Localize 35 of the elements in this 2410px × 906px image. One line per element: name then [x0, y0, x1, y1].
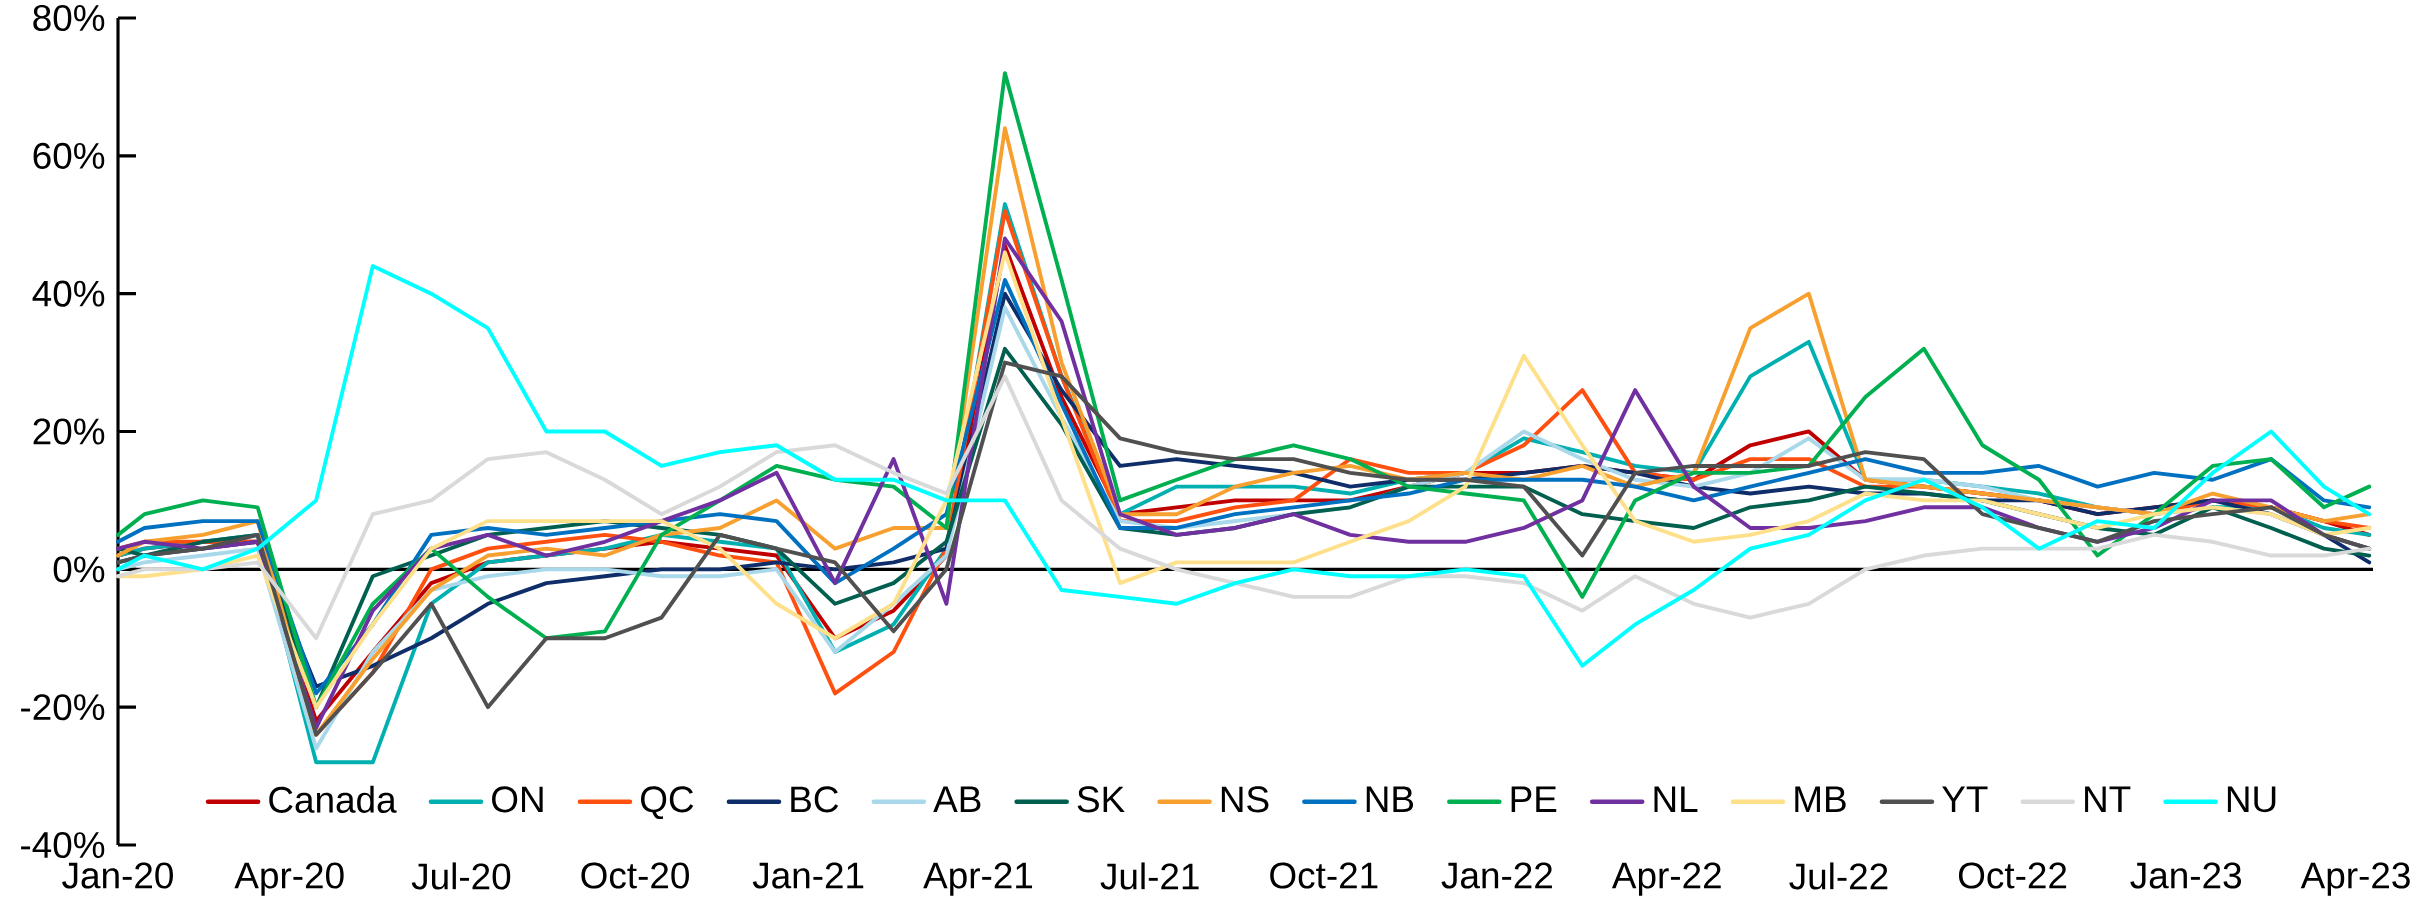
y-tick-label: 40%	[32, 280, 105, 307]
legend-label: NU	[2227, 786, 2276, 813]
legend-label: YT	[1942, 786, 1988, 812]
legend-label: AB	[933, 786, 981, 812]
legend-label: SK	[1077, 786, 1125, 813]
x-tick-label: Jan-20	[62, 862, 173, 889]
y-tick-label: 60%	[33, 142, 105, 169]
legend-label: NL	[1654, 786, 1698, 812]
legend-label: NB	[1366, 786, 1414, 812]
x-tick-label: Jan-21	[752, 862, 864, 889]
x-tick-label: Jan-22	[1441, 862, 1552, 889]
legend-label: NT	[2085, 786, 2131, 812]
legend-label: PE	[1511, 786, 1557, 812]
legend-label: NS	[1221, 786, 1269, 813]
x-tick-label: Jan-23	[2130, 862, 2241, 889]
x-tick-label: Apr-22	[1611, 862, 1721, 896]
y-tick-label: 80%	[33, 4, 105, 32]
x-tick-label: Oct-22	[1958, 862, 2067, 889]
x-tick-label: Apr-23	[2300, 862, 2410, 896]
y-tick-label: 0%	[53, 556, 105, 583]
y-tick-label: -40%	[21, 831, 105, 859]
y-tick-label: -20%	[21, 694, 105, 721]
x-tick-label: Apr-20	[234, 862, 344, 896]
x-tick-label: Jul-22	[1789, 862, 1888, 890]
x-tick-label: Oct-21	[1270, 862, 1378, 889]
x-tick-label: Jul-21	[1100, 862, 1199, 890]
legend-label: ON	[492, 786, 543, 813]
x-tick-label: Jul-20	[411, 862, 511, 890]
legend-label: MB	[1795, 786, 1846, 812]
legend-label: Canada	[269, 785, 397, 813]
x-tick-label: Apr-21	[923, 862, 1033, 896]
x-tick-label: Oct-20	[581, 862, 689, 889]
legend-label: QC	[641, 786, 694, 820]
y-tick-label: 20%	[33, 418, 105, 445]
legend-label: BC	[791, 786, 839, 813]
